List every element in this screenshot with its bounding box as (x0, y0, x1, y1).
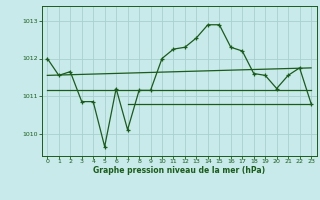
X-axis label: Graphe pression niveau de la mer (hPa): Graphe pression niveau de la mer (hPa) (93, 166, 265, 175)
